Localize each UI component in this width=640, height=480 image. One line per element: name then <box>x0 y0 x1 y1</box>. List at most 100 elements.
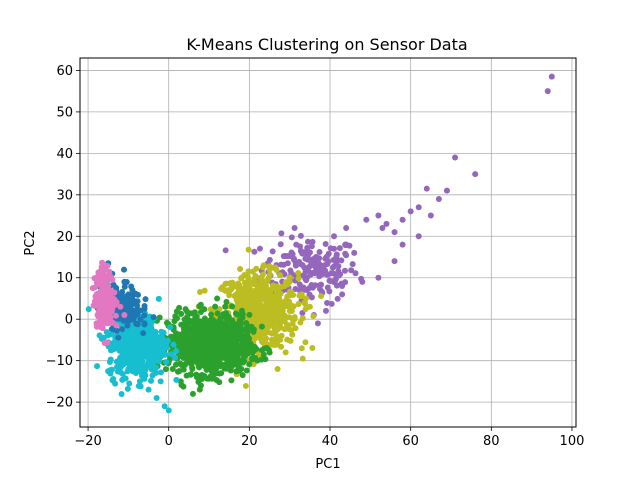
point <box>322 240 329 247</box>
point <box>307 271 314 278</box>
point <box>295 270 302 277</box>
point <box>281 271 288 278</box>
point <box>333 272 340 279</box>
point <box>399 216 406 223</box>
point <box>293 241 300 248</box>
point <box>191 339 198 346</box>
point <box>291 316 298 323</box>
point <box>209 359 216 366</box>
point <box>173 376 180 383</box>
point <box>157 369 164 376</box>
point <box>379 224 386 231</box>
point <box>148 326 155 333</box>
point <box>199 355 206 362</box>
point <box>189 334 196 341</box>
point <box>265 274 272 281</box>
point <box>273 333 280 340</box>
point <box>141 305 148 312</box>
point <box>251 347 258 354</box>
point <box>121 283 128 290</box>
point <box>136 378 143 385</box>
point <box>191 319 198 326</box>
point <box>339 291 346 298</box>
point <box>281 326 288 333</box>
point <box>193 374 200 381</box>
point <box>199 359 206 366</box>
point <box>273 303 280 310</box>
x-tick-label: 80 <box>483 434 500 449</box>
point <box>203 366 210 373</box>
point <box>147 377 154 384</box>
y-tick-label: 10 <box>56 271 73 286</box>
point <box>173 348 180 355</box>
point <box>427 212 434 219</box>
point <box>314 320 321 327</box>
point <box>98 289 105 296</box>
point <box>122 346 129 353</box>
point <box>214 310 221 317</box>
point <box>97 268 104 275</box>
point <box>105 283 112 290</box>
point <box>182 322 189 329</box>
point <box>239 356 246 363</box>
point <box>243 283 250 290</box>
point <box>181 332 188 339</box>
point <box>295 301 302 308</box>
point <box>299 355 306 362</box>
point <box>258 277 265 284</box>
point <box>97 303 104 310</box>
point <box>295 275 302 282</box>
point <box>105 368 112 375</box>
point <box>153 394 160 401</box>
point <box>226 288 233 295</box>
point <box>200 350 207 357</box>
point <box>308 282 315 289</box>
point <box>157 378 164 385</box>
point <box>258 347 265 354</box>
point <box>188 310 195 317</box>
point <box>153 364 160 371</box>
y-tick-label: 60 <box>56 64 73 79</box>
point <box>234 321 241 328</box>
point <box>176 304 183 311</box>
point <box>260 262 267 269</box>
point <box>187 371 194 378</box>
point <box>249 356 256 363</box>
point <box>111 289 118 296</box>
point <box>128 294 135 301</box>
point <box>213 376 220 383</box>
point <box>291 225 298 232</box>
point <box>206 332 213 339</box>
point <box>142 351 149 358</box>
point <box>239 372 246 379</box>
point <box>322 307 329 314</box>
point <box>339 283 346 290</box>
point <box>196 303 203 310</box>
point <box>326 277 333 284</box>
point <box>172 330 179 337</box>
point <box>241 346 248 353</box>
point <box>112 312 119 319</box>
point <box>145 386 152 393</box>
y-tick-label: 50 <box>56 105 73 120</box>
point <box>263 345 270 352</box>
point <box>107 299 114 306</box>
point <box>133 291 140 298</box>
point <box>256 245 263 252</box>
point <box>302 339 309 346</box>
point <box>343 224 350 231</box>
point <box>281 315 288 322</box>
point <box>238 327 245 334</box>
point <box>150 341 157 348</box>
point <box>141 312 148 319</box>
point <box>241 339 248 346</box>
point <box>278 332 285 339</box>
x-tick-label: 60 <box>402 434 419 449</box>
point <box>181 316 188 323</box>
point <box>342 250 349 257</box>
point <box>286 288 293 295</box>
point <box>85 306 92 313</box>
point <box>118 391 125 398</box>
point <box>287 267 294 274</box>
point <box>407 208 414 215</box>
